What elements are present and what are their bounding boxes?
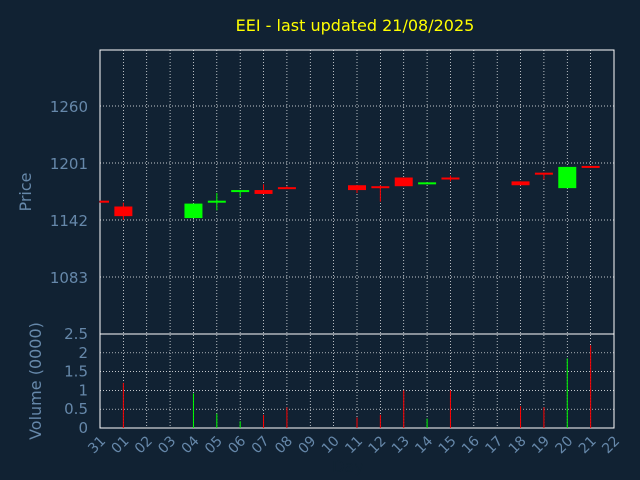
x-tick-label: 11 <box>342 433 366 457</box>
x-tick-label: 14 <box>412 433 436 457</box>
x-tick-label: 21 <box>576 433 600 457</box>
candle-body <box>207 200 226 203</box>
x-axis-label: Day <box>332 457 364 476</box>
candle-body <box>558 166 577 189</box>
x-tick-label: 01 <box>109 433 133 457</box>
x-tick-label: 15 <box>436 433 460 457</box>
x-tick-label: 05 <box>202 433 226 457</box>
price-candles <box>99 165 600 221</box>
candle-body <box>394 177 413 187</box>
candle-body <box>277 187 296 190</box>
x-tick-label: 16 <box>459 433 483 457</box>
volume-tick-label: 0.5 <box>64 400 88 418</box>
price-tick-label: 1142 <box>50 212 88 230</box>
volume-axis-label: Volume (0000) <box>26 322 45 440</box>
x-tick-label: 06 <box>225 433 249 457</box>
candle-body <box>511 181 530 186</box>
candle-body <box>100 200 109 203</box>
price-tick-label: 1201 <box>50 155 88 173</box>
x-tick-label: 31 <box>85 433 109 457</box>
x-tick-label: 22 <box>599 433 623 457</box>
x-tick-label: 10 <box>319 433 343 457</box>
volume-tick-label: 2 <box>78 344 88 362</box>
x-tick-label: 19 <box>529 433 553 457</box>
x-tick-label: 12 <box>366 433 390 457</box>
candle-body <box>254 190 273 194</box>
volume-tick-label: 1.5 <box>64 363 88 381</box>
price-tick-label: 1083 <box>50 269 88 287</box>
price-tick-label: 1260 <box>50 98 88 116</box>
candle-body <box>371 186 390 189</box>
candle-body <box>441 177 460 180</box>
x-tick-label: 07 <box>249 433 273 457</box>
candle-body <box>534 172 553 175</box>
candle-body <box>231 190 250 193</box>
chart-title: EEI - last updated 21/08/2025 <box>236 16 475 35</box>
candle-body <box>418 182 437 185</box>
axis-ticks: 31 01 02 03 04 05 06 07 08 09 10 11 12 13 14 15 16 17 18 19… <box>50 98 623 457</box>
price-axis-label: Price <box>16 172 35 211</box>
x-tick-label: 20 <box>552 433 576 457</box>
candle-body <box>114 206 133 217</box>
volume-bars <box>122 345 592 428</box>
grid-lines <box>100 50 614 428</box>
x-tick-label: 13 <box>389 433 413 457</box>
candle-body <box>348 185 366 191</box>
candle-body <box>184 203 203 219</box>
volume-tick-label: 0 <box>78 419 88 437</box>
x-tick-label: 08 <box>272 433 296 457</box>
x-tick-label: 18 <box>506 433 530 457</box>
x-tick-label: 02 <box>132 433 156 457</box>
volume-tick-label: 2.5 <box>64 325 88 343</box>
x-tick-label: 04 <box>179 433 203 457</box>
x-tick-label: 17 <box>482 433 506 457</box>
x-tick-label: 03 <box>155 433 179 457</box>
candle-body <box>581 165 600 168</box>
x-tick-label: 09 <box>295 433 319 457</box>
volume-tick-label: 1 <box>78 381 88 399</box>
